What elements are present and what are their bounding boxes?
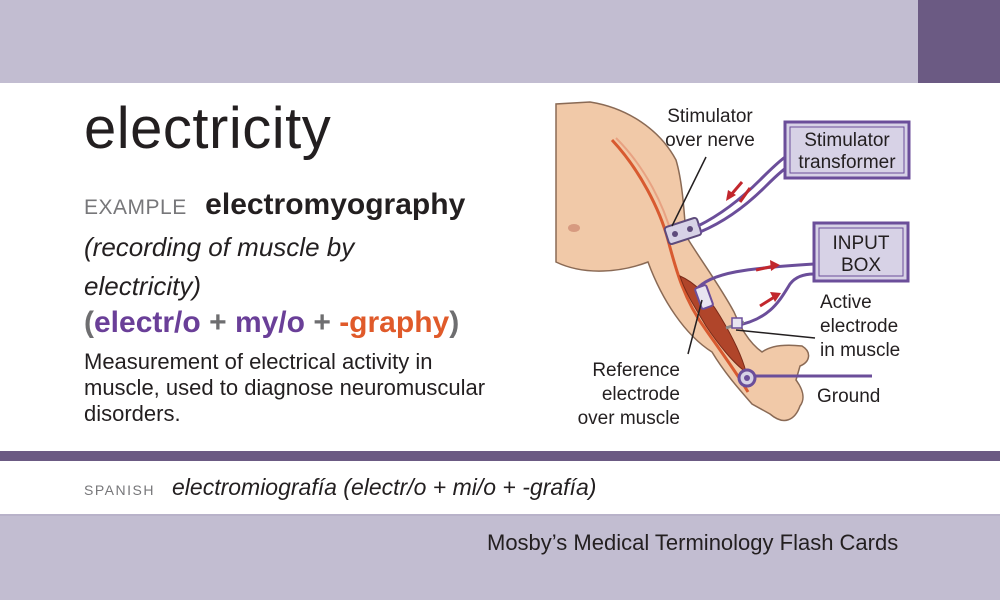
example-gloss: (recording of muscle by electricity) — [84, 232, 355, 301]
input-wire-2 — [733, 272, 815, 328]
leader-active-electrode — [735, 329, 816, 339]
label-reference-electrode-2: electrode — [602, 384, 680, 405]
word-part-combining-form-2: my/o — [234, 306, 305, 339]
plus-sign-1: + — [209, 306, 227, 339]
label-active-electrode-2: electrode — [820, 316, 898, 337]
signal-arrowhead-3 — [770, 260, 780, 271]
reference-electrode — [694, 284, 714, 310]
open-paren: ( — [84, 306, 94, 339]
spanish-label: SPANISH — [84, 482, 155, 498]
top-corner-tab — [918, 0, 1000, 83]
label-active-electrode-3: in muscle — [820, 340, 900, 361]
section-divider — [0, 451, 1000, 461]
label-reference-electrode-3: over muscle — [578, 408, 680, 429]
leader-reference-electrode — [687, 299, 703, 355]
nerve-path — [610, 138, 750, 393]
label-stimulator-over-nerve-1: Stimulator — [667, 106, 753, 127]
stimulator-wire-2 — [699, 162, 793, 234]
word-parts: (electr/o + my/o + -graphy) — [84, 306, 459, 340]
signal-arrowhead-4 — [770, 292, 781, 302]
label-reference-electrode-1: Reference — [592, 360, 680, 381]
spanish-translation: electromiografía (electr/o + mi/o + -gra… — [172, 474, 597, 500]
emg-arm-illustration: Stimulator transformer INPUT BOX Stimula… — [555, 101, 911, 429]
leader-stimulator-over-nerve — [671, 156, 707, 227]
label-ground: Ground — [817, 386, 880, 407]
stimulator-transformer-label-2: transformer — [798, 152, 896, 173]
close-paren: ) — [449, 306, 460, 339]
example-row: EXAMPLE electromyography — [84, 188, 465, 222]
definition-text: Measurement of electrical activity in mu… — [84, 349, 486, 426]
stimulator-transformer-box — [783, 120, 911, 180]
word-part-combining-form-1: electr/o — [94, 306, 201, 339]
input-box — [812, 221, 910, 283]
word-part-suffix: -graphy — [339, 306, 450, 339]
term-heading: electricity — [84, 96, 332, 161]
footer-rule — [0, 514, 1000, 516]
stimulator-transformer-label-1: Stimulator — [804, 130, 890, 151]
brand-title: Mosby’s Medical Terminology Flash Cards — [487, 530, 899, 555]
chest-detail — [568, 224, 580, 232]
active-electrode-hub — [731, 317, 743, 329]
top-band — [0, 0, 1000, 83]
plus-sign-2: + — [313, 306, 331, 339]
arm-skin-shape — [555, 101, 810, 422]
input-box-label-2: BOX — [841, 255, 881, 276]
example-label: EXAMPLE — [84, 196, 187, 219]
example-word: electromyography — [205, 188, 466, 221]
input-box-label-1: INPUT — [833, 233, 890, 254]
signal-arrow-2 — [738, 187, 752, 203]
signal-arrowhead-1 — [726, 190, 736, 201]
label-stimulator-over-nerve-2: over nerve — [665, 130, 755, 151]
label-active-electrode-1: Active — [820, 292, 872, 313]
input-wire-1 — [694, 262, 815, 291]
footer-band — [0, 516, 1000, 600]
stimulator-wire-1 — [697, 152, 791, 228]
